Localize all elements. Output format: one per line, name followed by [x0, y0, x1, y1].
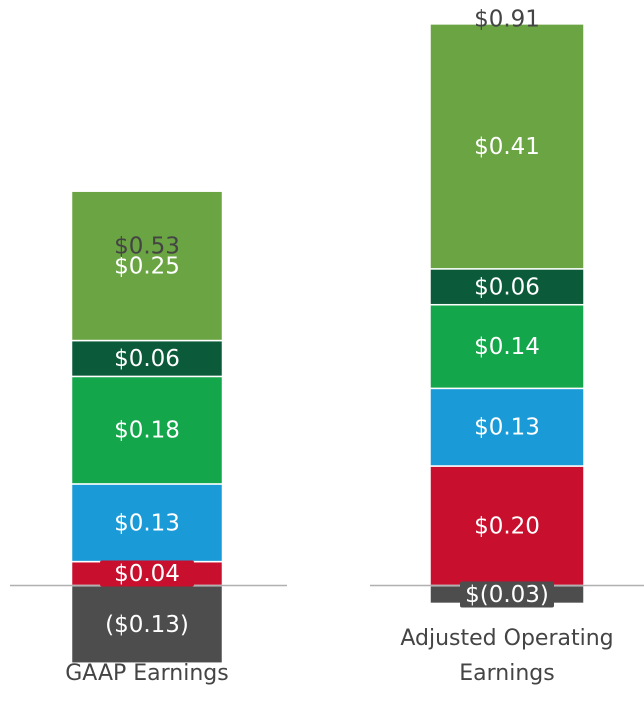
bar-segment — [429, 268, 585, 306]
label-background — [100, 560, 194, 587]
total-label: $0.91 — [474, 6, 540, 32]
bar-segment — [429, 387, 585, 467]
bar-segment — [429, 23, 585, 270]
value-label: ($0.13) — [105, 612, 189, 638]
total-label: $0.53 — [114, 233, 180, 259]
bar-segment — [429, 465, 585, 587]
value-label: $0.13 — [474, 415, 540, 441]
value-label: $0.41 — [474, 134, 540, 160]
value-label: $0.14 — [474, 334, 540, 360]
value-label: $0.06 — [114, 346, 180, 372]
bar-segment — [70, 375, 224, 485]
bar-segment — [70, 584, 224, 664]
value-label: $(0.03) — [465, 582, 549, 608]
value-label: $0.25 — [114, 253, 180, 279]
value-label: $0.04 — [114, 561, 180, 587]
value-label: $0.06 — [474, 274, 540, 300]
bar-segment — [70, 190, 224, 342]
category-label: GAAP Earnings — [65, 661, 229, 686]
label-background — [460, 581, 554, 608]
value-label: $0.20 — [474, 513, 540, 539]
value-label: $0.18 — [114, 418, 180, 444]
category-label: Adjusted Operating Earnings — [400, 626, 614, 686]
bar-segment — [70, 339, 224, 378]
value-label: $0.13 — [114, 510, 180, 536]
